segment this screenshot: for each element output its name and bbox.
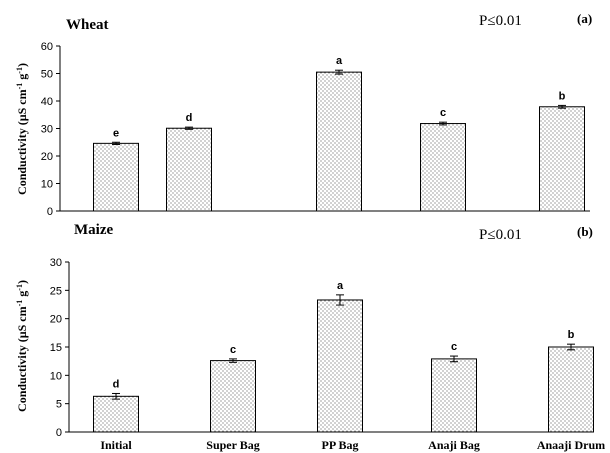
- significance-letter: d: [186, 112, 193, 124]
- x-category-label: Initial: [100, 438, 132, 452]
- error-bar: [229, 358, 237, 363]
- maize-bars: d c a c b: [93, 280, 594, 433]
- maize-title: Maize: [74, 222, 113, 238]
- y-tick-label: 0: [47, 206, 53, 218]
- category-labels: Initial Super Bag PP Bag Anaji Bag Anaaji Dr…: [100, 438, 605, 452]
- y-tick-label: 50: [41, 69, 53, 81]
- wheat-y-ticks: 0 10 20 30 40 50 60: [41, 41, 60, 218]
- y-tick-label: 30: [50, 257, 62, 269]
- y-tick-label: 20: [41, 151, 53, 163]
- wheat-panel-letter: (a): [577, 11, 592, 26]
- wheat-panel: Wheat P≤0.01 (a) Conductivity (µS cm-1 g…: [15, 11, 593, 218]
- significance-letter: a: [336, 55, 343, 67]
- maize-bar: [548, 346, 594, 433]
- y-tick-label: 0: [56, 427, 62, 439]
- maize-y-axis-label: Conductivity (µS cm-1 g-1): [15, 280, 30, 412]
- y-tick-label: 25: [50, 285, 62, 297]
- maize-bar: [431, 358, 477, 433]
- x-category-label: Anaaji Drum: [537, 438, 605, 452]
- maize-y-ticks: 0 5 10 15 20 25 30: [50, 257, 69, 439]
- error-bar: [439, 121, 447, 126]
- significance-letter: a: [337, 280, 344, 292]
- error-bar: [335, 69, 343, 75]
- significance-letter: d: [113, 378, 120, 390]
- maize-bar: [210, 360, 256, 433]
- wheat-bars: e d a c b: [93, 55, 585, 212]
- significance-letter: c: [451, 341, 457, 353]
- significance-letter: b: [568, 329, 575, 341]
- wheat-bar: [539, 106, 585, 212]
- x-category-label: PP Bag: [321, 438, 358, 452]
- error-bar: [558, 104, 566, 109]
- maize-panel: Maize P≤0.01 (b) Conductivity (µS cm-1 g…: [15, 222, 606, 452]
- significance-letter: e: [113, 127, 119, 139]
- y-tick-label: 20: [50, 314, 62, 326]
- wheat-p-value: P≤0.01: [479, 13, 522, 29]
- x-category-label: Anaji Bag: [428, 438, 480, 452]
- y-tick-label: 10: [41, 179, 53, 191]
- wheat-bar: [166, 127, 212, 212]
- y-tick-label: 10: [50, 370, 62, 382]
- maize-p-value: P≤0.01: [479, 227, 522, 243]
- wheat-title: Wheat: [66, 17, 109, 33]
- y-tick-label: 5: [56, 399, 62, 411]
- significance-letter: b: [559, 90, 566, 102]
- error-bar: [336, 294, 344, 306]
- error-bar: [112, 141, 120, 145]
- y-tick-label: 60: [41, 41, 53, 53]
- y-tick-label: 30: [41, 124, 53, 136]
- error-bar: [112, 392, 120, 400]
- maize-bar: [93, 395, 139, 433]
- wheat-bar: [93, 142, 139, 212]
- wheat-bar: [316, 71, 362, 212]
- y-tick-label: 15: [50, 342, 62, 354]
- significance-letter: c: [440, 107, 446, 119]
- maize-panel-letter: (b): [577, 224, 593, 239]
- error-bar: [185, 126, 193, 130]
- wheat-y-axis-label: Conductivity (µS cm-1 g-1): [15, 63, 30, 195]
- maize-bar: [317, 299, 363, 433]
- error-bar: [567, 343, 575, 351]
- error-bar: [450, 355, 458, 363]
- y-tick-label: 40: [41, 96, 53, 108]
- x-category-label: Super Bag: [206, 438, 259, 452]
- wheat-bar: [420, 123, 466, 212]
- significance-letter: c: [230, 344, 236, 356]
